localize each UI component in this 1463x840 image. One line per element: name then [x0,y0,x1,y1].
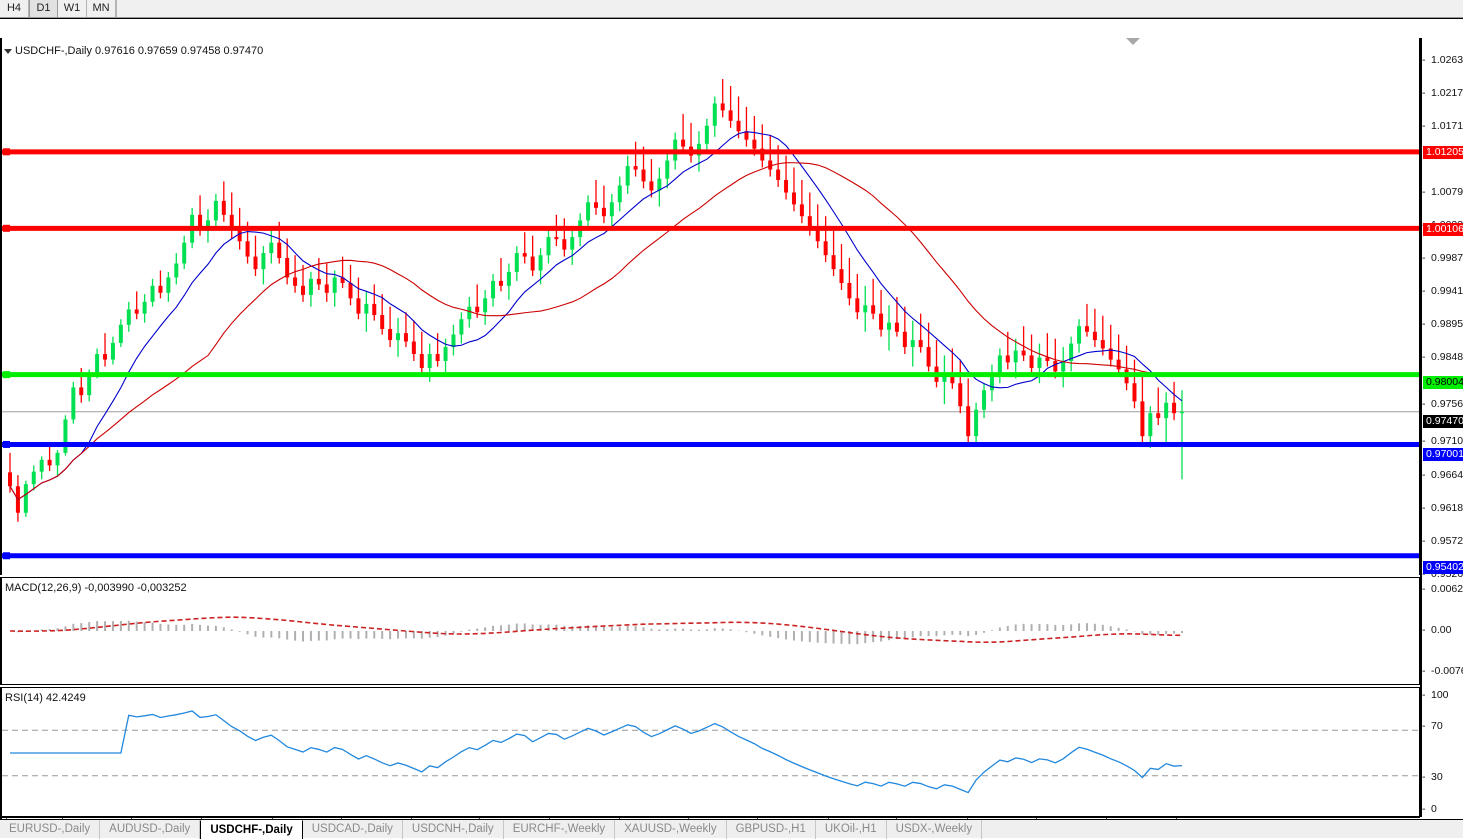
macd-pane[interactable] [0,577,1420,685]
price-tick: -0.98480 [1422,351,1463,363]
chart-tab-eurusddaily[interactable]: EURUSD-,Daily [0,819,101,839]
price-candlestick-svg [2,79,1419,560]
price-tick: -0.96180 [1422,502,1463,514]
timeframe-button-group: H4 D1 W1 MN [0,0,117,17]
macd-svg [9,616,1183,645]
price-tick: -0.98950 [1422,318,1463,330]
price-tick: -0.95720 [1422,535,1463,547]
rsi-label: RSI(14) 42.4249 [5,692,86,704]
chart-tab-usdchfdaily[interactable]: USDCHF-,Daily [200,819,303,839]
macd-tick: -0.00 [1422,624,1452,636]
symbol-header-text: USDCHF-,Daily 0.97616 0.97659 0.97458 0.… [15,45,264,57]
price-scale-axis[interactable]: -1.02630-1.02170-1.01710-1.00790-1.00330… [1420,38,1463,817]
price-tick: -0.97560 [1422,398,1463,410]
rsi-tick: -70 [1422,720,1443,732]
chart-tab-audusddaily[interactable]: AUDUSD-,Daily [100,819,201,839]
rsi-pane[interactable] [0,687,1420,817]
price-label-resistance-lower[interactable]: 1.00106 [1423,223,1463,236]
timeframe-button-w1[interactable]: W1 [58,0,87,17]
chart-tab-bar: EURUSD-,Daily AUDUSD-,Daily USDCHF-,Daily U… [0,819,1463,839]
price-label-support-blue-upper[interactable]: 0.97001 [1423,448,1463,461]
timeframe-toolbar: H4 D1 W1 MN [0,0,1463,18]
chevron-down-icon[interactable] [1126,38,1140,45]
chart-tab-usdcnhdaily[interactable]: USDCNH-,Daily [403,819,504,839]
price-label-support-blue-lower[interactable]: 0.95402 [1423,561,1463,574]
toolbar-divider [116,0,117,17]
triangle-down-icon[interactable] [4,48,12,54]
rsi-tick: -0 [1422,803,1437,815]
macd-tick: --0.00762 [1422,665,1463,677]
macd-label: MACD(12,26,9) -0,003990 -0,003252 [5,582,187,594]
price-label-resistance-upper[interactable]: 1.01205 [1423,146,1463,159]
price-chart-pane[interactable] [0,38,1420,575]
price-tick: -0.99410 [1422,285,1463,297]
chart-tab-xauusdweekly[interactable]: XAUUSD-,Weekly [615,819,727,839]
macd-tick: -0.006286 [1422,583,1463,595]
chart-tab-usdcaddaily[interactable]: USDCAD-,Daily [303,819,403,839]
price-tick: -1.01710 [1422,120,1463,132]
price-tick: -1.02630 [1422,54,1463,66]
symbol-header: USDCHF-,Daily 0.97616 0.97659 0.97458 0.… [4,45,263,57]
chart-tab-gbpusdh1[interactable]: GBPUSD-,H1 [727,819,816,839]
price-tick: -0.97100 [1422,435,1463,447]
price-label-current-price[interactable]: 0.97470 [1423,415,1463,428]
price-tick: -0.99870 [1422,252,1463,264]
price-tick: -0.96640 [1422,469,1463,481]
timeframe-button-d1[interactable]: D1 [29,0,58,17]
chart-tab-ukoilh1[interactable]: UKOil-,H1 [816,819,887,839]
chart-tab-usdxweekly[interactable]: USDX-,Weekly [887,819,983,839]
timeframe-button-h4[interactable]: H4 [0,0,29,17]
price-tick: -1.02170 [1422,87,1463,99]
price-tick: -1.00790 [1422,186,1463,198]
chart-frame: USDCHF-,Daily 0.97616 0.97659 0.97458 0.… [0,18,1463,837]
timeframe-button-mn[interactable]: MN [87,0,116,17]
price-label-support-green[interactable]: 0.98004 [1423,376,1463,389]
rsi-tick: -30 [1422,771,1443,783]
rsi-tick: -100 [1422,689,1449,701]
chart-tab-eurchfweekly[interactable]: EURCHF-,Weekly [504,819,616,839]
rsi-svg [2,710,1419,794]
